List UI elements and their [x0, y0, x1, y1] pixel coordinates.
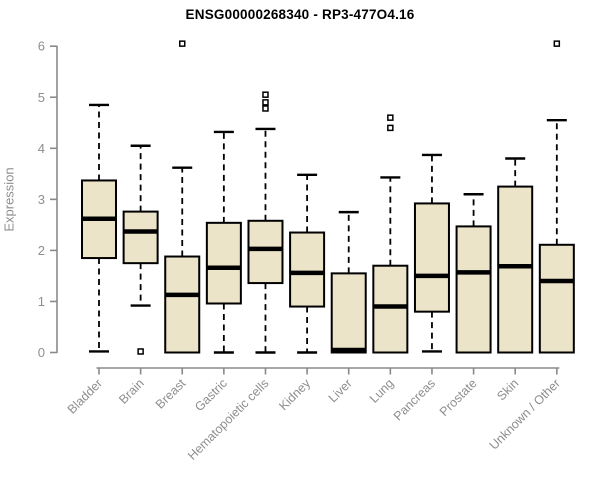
- box-hematopoietic-cells: [247, 219, 284, 285]
- box-pancreas: [413, 202, 450, 313]
- x-tick-label: Hematopoietic cells: [185, 376, 272, 463]
- x-tick-label: Breast: [153, 376, 189, 412]
- x-tick-label: Kidney: [276, 376, 313, 413]
- outlier-point: [387, 124, 394, 132]
- box-gastric: [205, 221, 242, 305]
- outlier-point: [137, 348, 144, 355]
- outlier-point: [178, 40, 186, 47]
- box-brain: [122, 210, 159, 265]
- x-tick-label: Prostate: [437, 376, 480, 419]
- x-tick-label: Brain: [116, 376, 147, 407]
- x-tick-label: Gastric: [192, 376, 230, 414]
- x-tick-label: Pancreas: [391, 376, 438, 423]
- box-prostate: [455, 225, 492, 354]
- x-tick-label: Lung: [367, 376, 397, 406]
- y-tick-label: 4: [38, 141, 45, 156]
- y-tick-label: 0: [38, 345, 45, 360]
- box-kidney: [289, 231, 326, 308]
- x-tick-label: Unknown / Other: [487, 376, 563, 452]
- box-unknown-other: [538, 243, 575, 354]
- box-liver: [330, 272, 367, 354]
- y-tick-label: 5: [38, 90, 45, 105]
- y-tick-label: 1: [38, 294, 45, 309]
- outlier-point: [262, 91, 269, 98]
- outlier-point: [387, 114, 394, 121]
- y-tick-label: 6: [38, 39, 45, 54]
- y-tick-label: 2: [38, 243, 45, 258]
- chart-title: ENSG00000268340 - RP3-477O4.16: [185, 7, 415, 22]
- box-lung: [372, 264, 409, 354]
- x-tick-label: Bladder: [65, 376, 105, 416]
- x-tick-label: Liver: [326, 376, 355, 405]
- outlier-point: [262, 99, 269, 106]
- box-skin: [497, 185, 534, 354]
- x-tick-label: Skin: [494, 376, 521, 403]
- outlier-point: [553, 40, 561, 47]
- box-breast: [164, 255, 201, 354]
- outlier-point: [262, 105, 269, 112]
- y-tick-label: 3: [38, 192, 45, 207]
